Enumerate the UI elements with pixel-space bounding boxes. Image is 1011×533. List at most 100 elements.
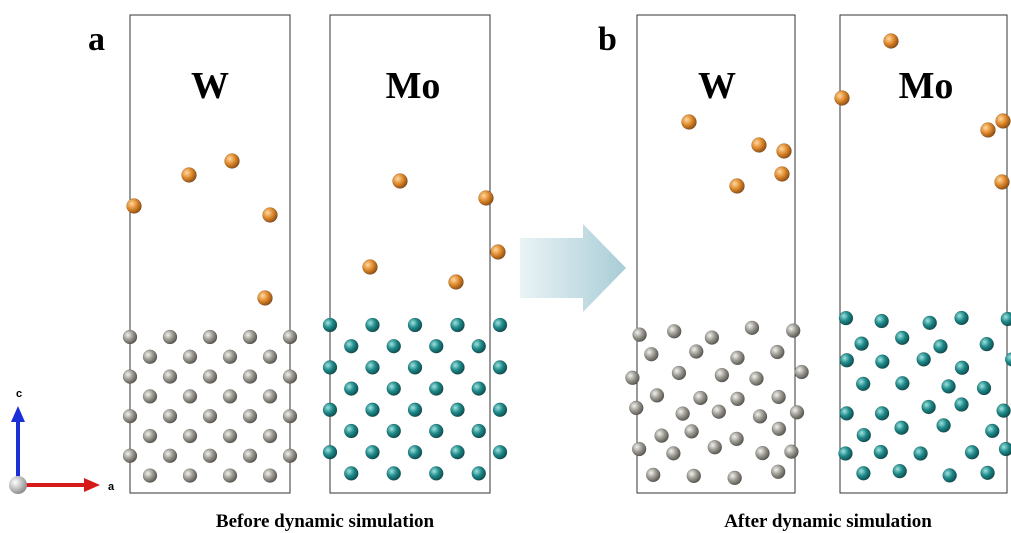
atom (491, 245, 506, 260)
atom (344, 339, 358, 353)
atom (895, 331, 909, 345)
atom (772, 422, 786, 436)
atom (875, 355, 889, 369)
atom (666, 446, 680, 460)
atom (163, 370, 177, 384)
atom (770, 345, 784, 359)
atom (258, 291, 273, 306)
atom (730, 179, 745, 194)
atom (955, 311, 969, 325)
atom (472, 382, 486, 396)
atom (366, 403, 380, 417)
atom (263, 208, 278, 223)
atom (655, 429, 669, 443)
atom (771, 465, 785, 479)
atom (493, 360, 507, 374)
atom (895, 376, 909, 390)
atom (344, 382, 358, 396)
atom (203, 330, 217, 344)
atom (756, 446, 770, 460)
atom (203, 449, 217, 463)
atom (451, 360, 465, 374)
atom (493, 445, 507, 459)
atom (750, 372, 764, 386)
atom (408, 318, 422, 332)
atom (676, 407, 690, 421)
atom (745, 321, 759, 335)
atom (874, 445, 888, 459)
atom (366, 445, 380, 459)
panel-title: Mo (386, 65, 441, 107)
atom (728, 471, 742, 485)
atom (752, 138, 767, 153)
atom (493, 318, 507, 332)
atom (183, 350, 197, 364)
atom (997, 404, 1011, 418)
atom (646, 468, 660, 482)
panel-label: a (88, 21, 105, 58)
atom (999, 442, 1011, 456)
atom (933, 339, 947, 353)
atom (344, 466, 358, 480)
atom (283, 409, 297, 423)
atom (689, 345, 703, 359)
atom (835, 91, 850, 106)
atom (408, 445, 422, 459)
atom (243, 370, 257, 384)
atom (715, 368, 729, 382)
atom (753, 409, 767, 423)
origin (9, 476, 27, 494)
atom (775, 167, 790, 182)
atom (633, 328, 647, 342)
atom (323, 360, 337, 374)
atom (123, 370, 137, 384)
atom (1001, 312, 1011, 326)
atom (387, 466, 401, 480)
atom (182, 168, 197, 183)
atom (730, 351, 744, 365)
atom (429, 382, 443, 396)
atom (123, 449, 137, 463)
transition-arrow (520, 224, 626, 312)
atom (996, 114, 1011, 129)
atom (985, 424, 999, 438)
c-arrow (11, 406, 25, 422)
atom (772, 390, 786, 404)
atom (644, 347, 658, 361)
atom (363, 260, 378, 275)
atom (163, 330, 177, 344)
atom (366, 318, 380, 332)
atom (393, 174, 408, 189)
atom (429, 466, 443, 480)
atom (955, 361, 969, 375)
atom (225, 154, 240, 169)
atom (981, 123, 996, 138)
atom (708, 440, 722, 454)
atom (408, 403, 422, 417)
atom (943, 468, 957, 482)
atom (884, 34, 899, 49)
atom (840, 353, 854, 367)
atom (243, 449, 257, 463)
atom (472, 339, 486, 353)
atom (786, 324, 800, 338)
atom (263, 350, 277, 364)
atom (263, 469, 277, 483)
caption: Before dynamic simulation (216, 511, 435, 532)
atom (840, 406, 854, 420)
atom (143, 350, 157, 364)
caption: After dynamic simulation (724, 511, 932, 532)
atom (965, 445, 979, 459)
atom (223, 389, 237, 403)
atom (472, 424, 486, 438)
atom (283, 370, 297, 384)
atom (323, 318, 337, 332)
atom (923, 316, 937, 330)
atom (387, 424, 401, 438)
atom (283, 449, 297, 463)
atom (731, 392, 745, 406)
atom (163, 449, 177, 463)
atom (667, 324, 681, 338)
atom (981, 466, 995, 480)
atom (127, 199, 142, 214)
